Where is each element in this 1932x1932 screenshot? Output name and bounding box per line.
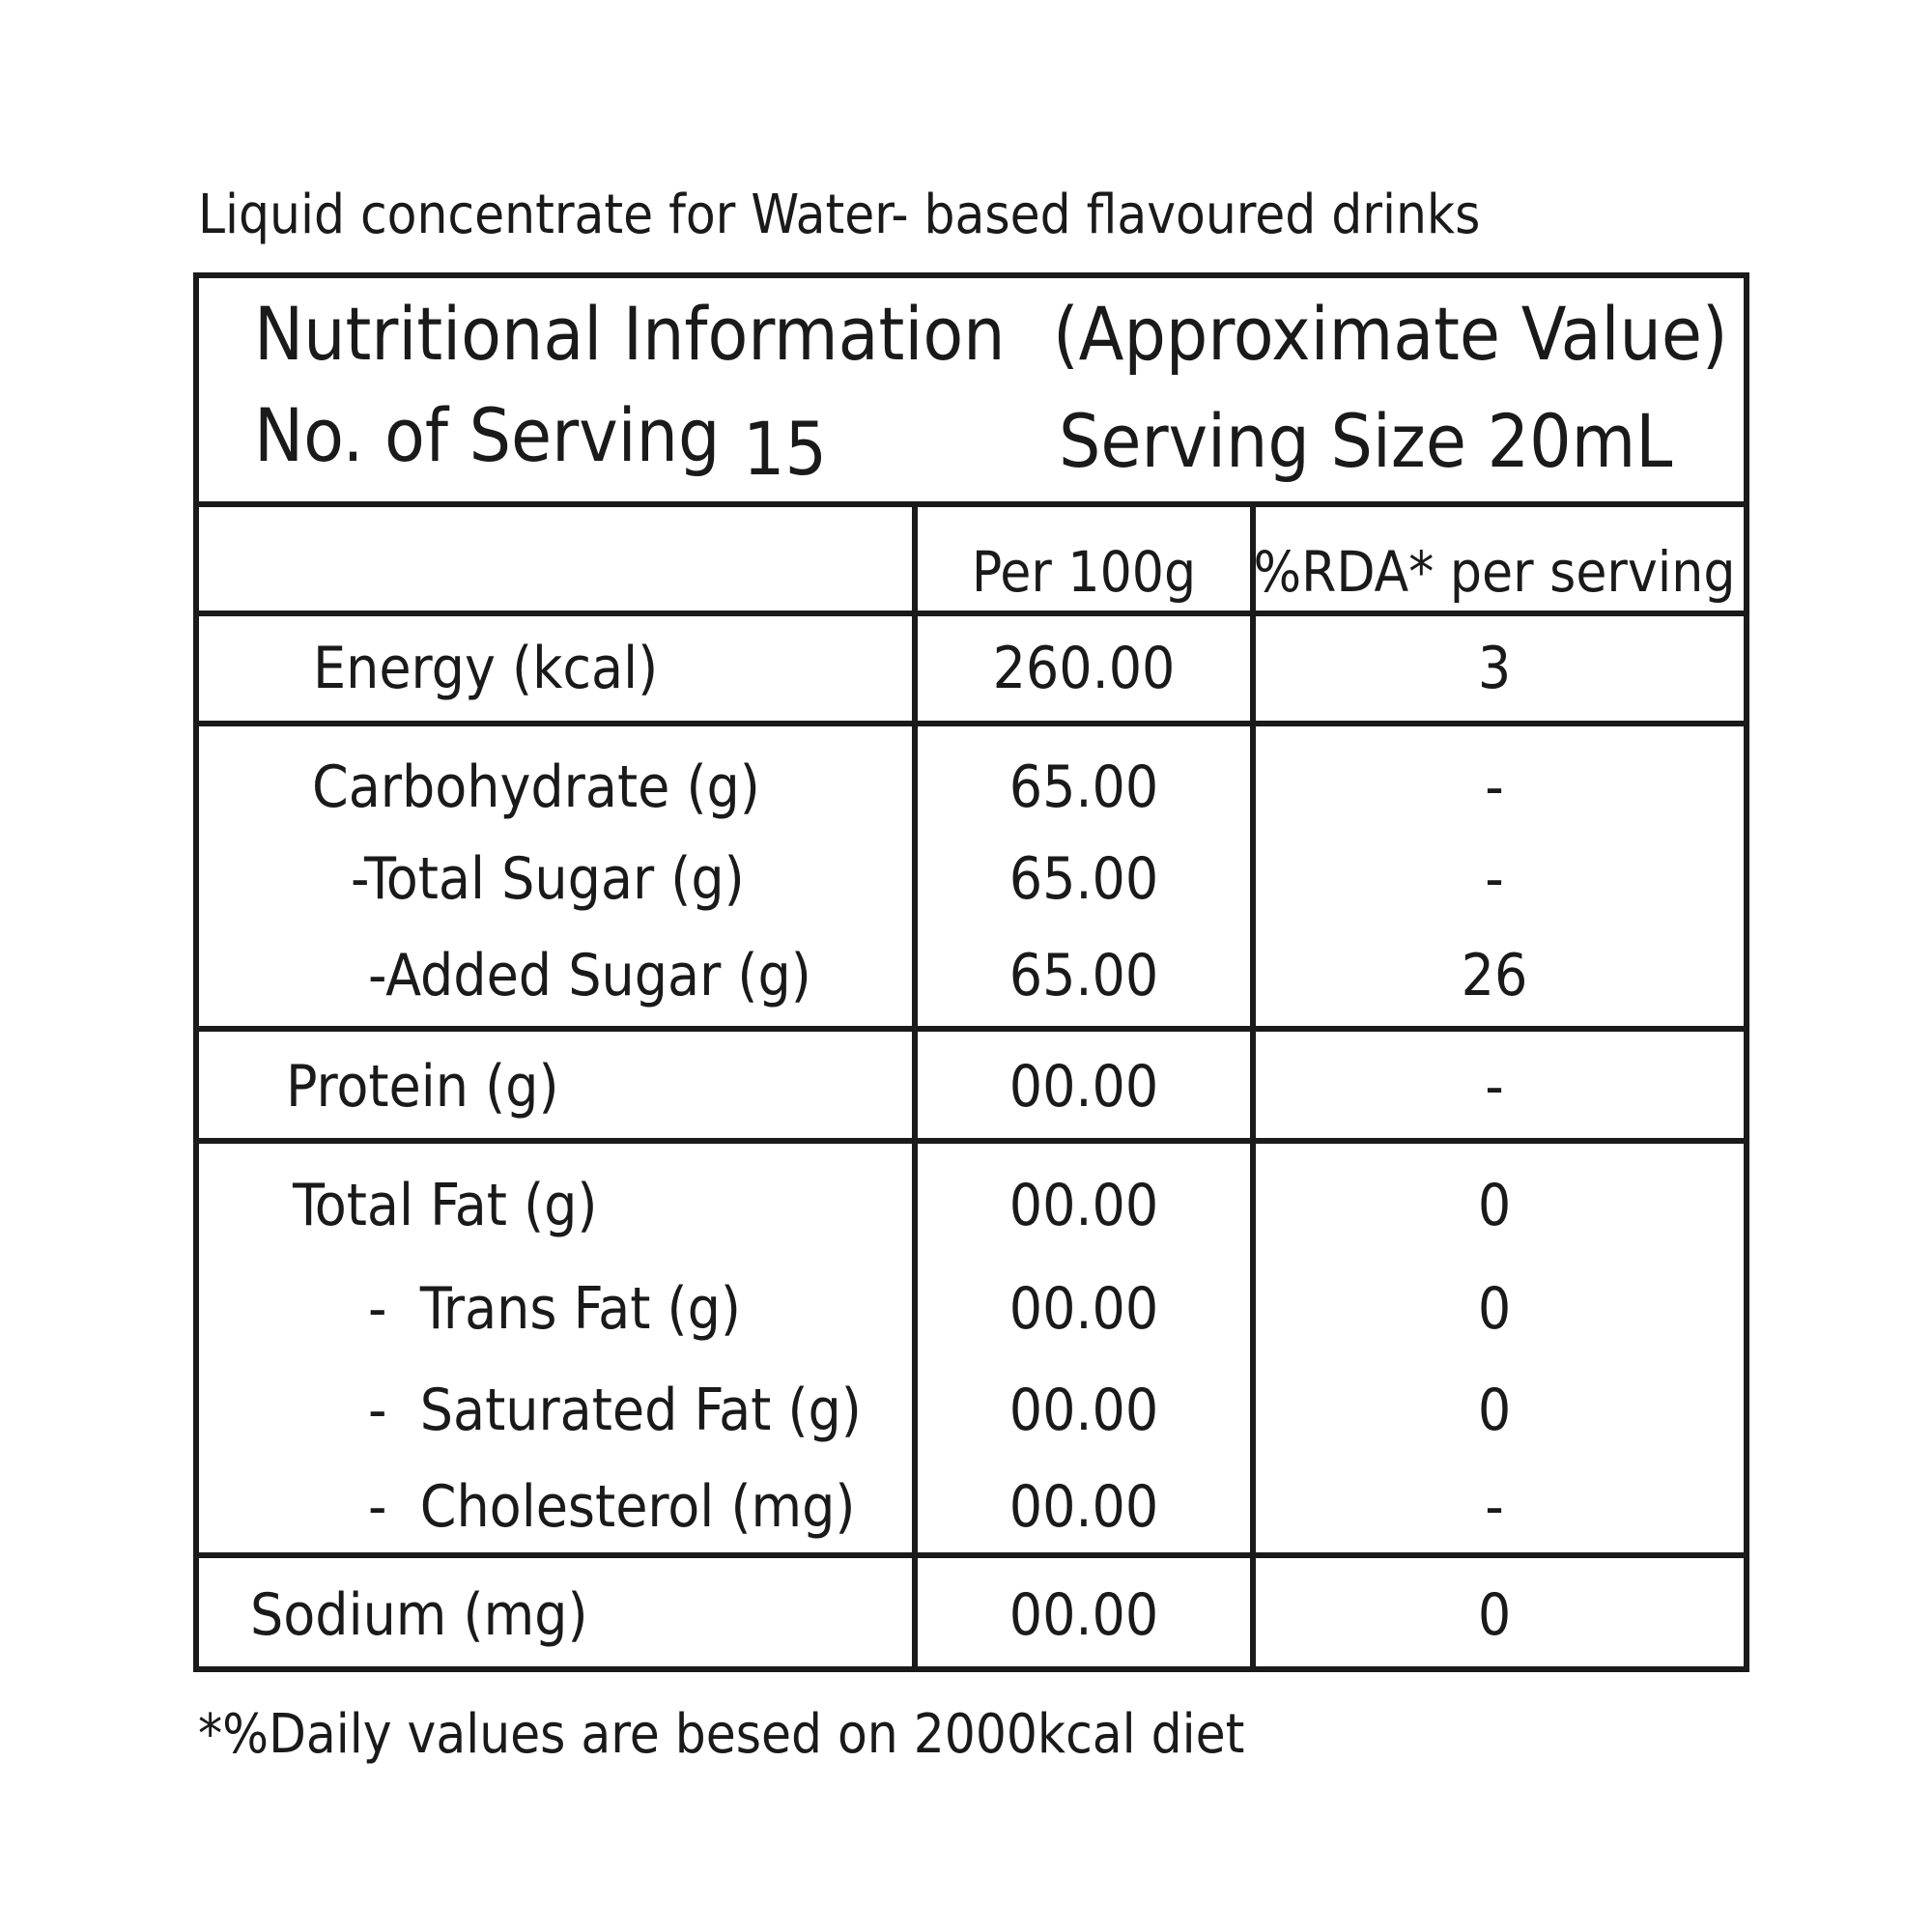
rows: Energy (kcal) 260.00 3 Carbohydrate (g) 65.0… (250, 635, 1527, 1649)
per-100g: 00.00 (1009, 1053, 1158, 1121)
subtitle: Liquid concentrate for Water- based flav… (198, 184, 1480, 246)
row-label: Protein (g) (286, 1053, 559, 1121)
per-100g: 65.00 (1009, 753, 1158, 821)
per-100g: 260.00 (993, 635, 1176, 702)
servings: 15 (743, 406, 827, 492)
rda: 0 (1478, 1275, 1511, 1343)
servings-label: No. of Serving (254, 392, 720, 478)
rda: 3 (1478, 635, 1511, 702)
per-100g: 65.00 (1009, 942, 1158, 1009)
row-label: Energy (kcal) (313, 635, 658, 702)
column-header: Per 100g (972, 539, 1196, 605)
header-note: (Approximate Value) (1053, 291, 1728, 377)
per-100g: 00.00 (1009, 1377, 1158, 1444)
row-label: -Added Sugar (g) (368, 942, 811, 1009)
row-label: - Trans Fat (g) (368, 1275, 741, 1343)
per-100g: 00.00 (1009, 1172, 1158, 1239)
rda: - (1485, 1473, 1503, 1541)
table-border (193, 272, 1749, 1672)
row-label: -Total Sugar (g) (351, 845, 745, 913)
rda: 0 (1478, 1172, 1511, 1239)
row-label: Sodium (mg) (250, 1581, 588, 1649)
rda: - (1485, 1053, 1503, 1121)
row-label: Total Fat (g) (292, 1172, 597, 1239)
row-label: - Saturated Fat (g) (368, 1377, 862, 1444)
footnote: *%Daily values are besed on 2000kcal die… (198, 1703, 1244, 1766)
header-title: Nutritional Information (254, 291, 1006, 377)
rda: 26 (1462, 942, 1528, 1009)
serving-size: Serving Size 20mL (1059, 398, 1672, 484)
rda: 0 (1478, 1581, 1511, 1649)
row-label: - Cholesterol (mg) (368, 1473, 855, 1541)
per-100g: 00.00 (1009, 1581, 1158, 1649)
row-label: Carbohydrate (g) (312, 753, 760, 821)
rda: - (1485, 753, 1503, 821)
column-header: %RDA* per serving (1254, 539, 1736, 605)
per-100g: 65.00 (1009, 845, 1158, 913)
rda: 0 (1478, 1377, 1511, 1444)
per-100g: 00.00 (1009, 1473, 1158, 1541)
rda: - (1485, 845, 1503, 913)
per-100g: 00.00 (1009, 1275, 1158, 1343)
